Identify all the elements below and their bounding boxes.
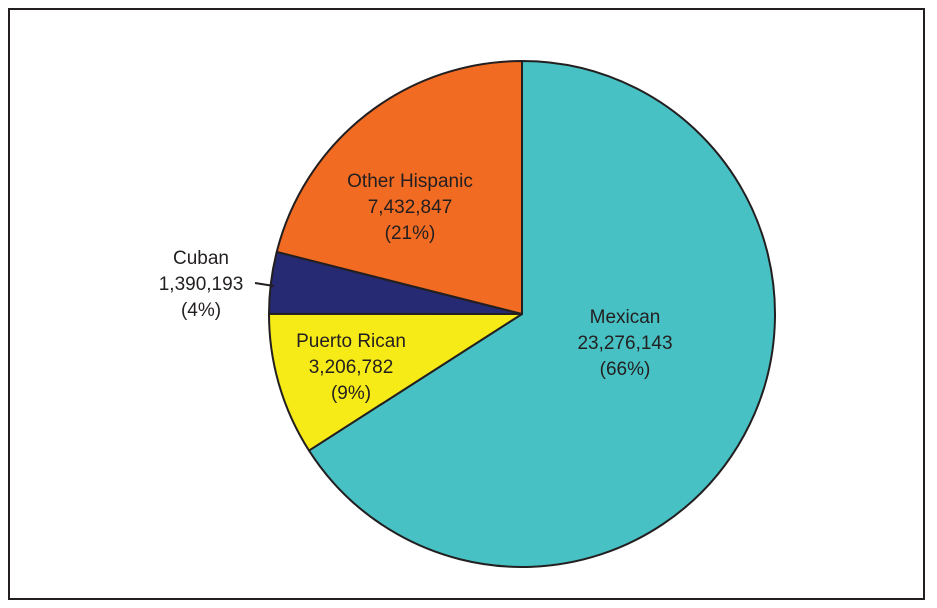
slice-labels: Mexican 23,276,143 (66%) Puerto Rican 3,… [159, 171, 673, 404]
label-mexican-value: 23,276,143 [577, 333, 672, 354]
label-other-hispanic-value: 7,432,847 [368, 197, 453, 218]
label-mexican-percent: (66%) [600, 359, 651, 380]
label-mexican-name: Mexican [590, 307, 661, 328]
label-puerto-rican-value: 3,206,782 [309, 357, 394, 378]
leader-lines [254, 282, 275, 287]
label-other-hispanic-name: Other Hispanic [347, 171, 473, 192]
label-cuban-value: 1,390,193 [159, 274, 244, 295]
slice-other-hispanic [275, 60, 523, 315]
label-cuban-name: Cuban [173, 248, 229, 269]
label-puerto-rican-name: Puerto Rican [296, 331, 406, 352]
label-puerto-rican-percent: (9%) [331, 383, 371, 404]
label-cuban-percent: (4%) [181, 300, 221, 321]
pie-slices [267, 60, 776, 568]
leader-line-cuban [254, 282, 275, 287]
label-other-hispanic-percent: (21%) [385, 223, 436, 244]
slice-puerto-rican [267, 312, 523, 452]
slice-mexican [308, 60, 776, 568]
